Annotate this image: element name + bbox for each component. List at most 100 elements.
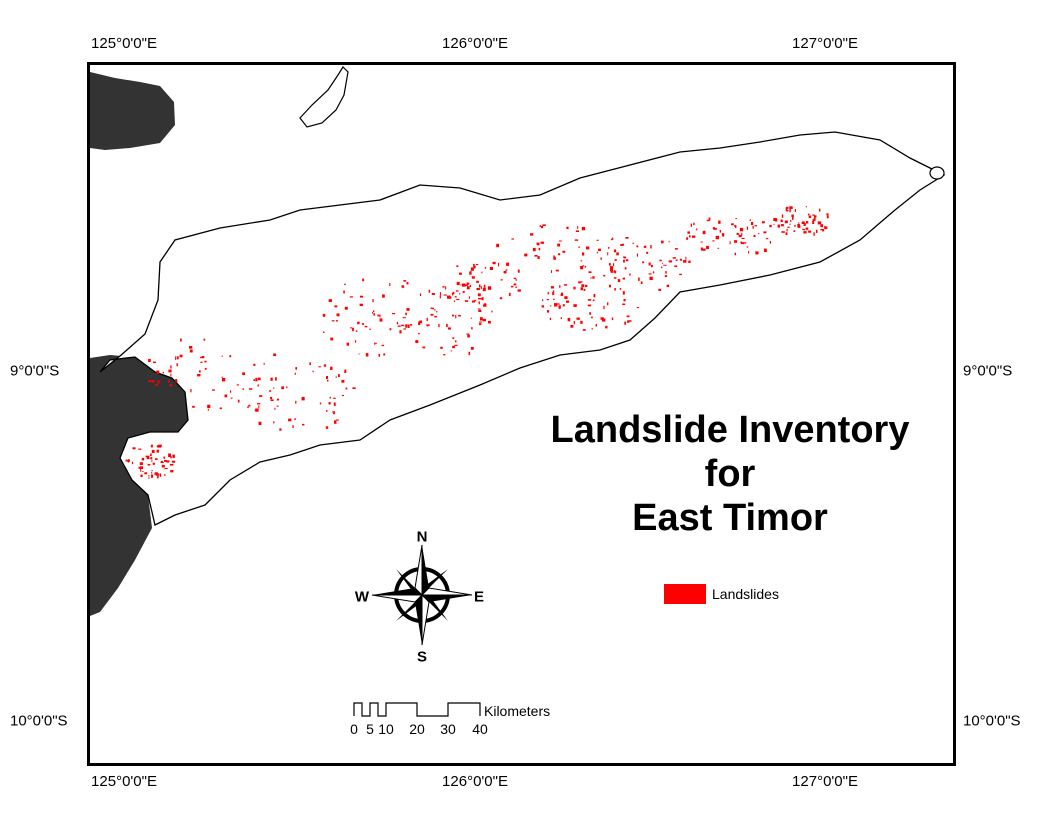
landslide-speck xyxy=(622,291,625,295)
landslide-speck xyxy=(661,266,663,269)
landslide-speck xyxy=(372,299,374,303)
landslide-speck xyxy=(721,233,725,237)
landslide-speck xyxy=(539,225,541,227)
landslide-speck xyxy=(473,263,475,266)
landslide-speck xyxy=(322,313,326,317)
landslide-speck xyxy=(200,361,203,363)
bottom-longitude-label: 125°0'0"E xyxy=(91,773,157,790)
landslide-speck xyxy=(729,241,731,245)
landslide-speck xyxy=(169,384,173,387)
landslide-speck xyxy=(230,397,233,399)
landslide-speck xyxy=(443,294,447,296)
landslide-speck xyxy=(422,346,426,349)
landslide-speck xyxy=(474,299,477,302)
landslide-speck xyxy=(333,397,336,399)
landslide-speck xyxy=(288,418,292,422)
landslide-speck xyxy=(273,421,275,424)
landslide-speck xyxy=(738,234,742,238)
landslide-speck xyxy=(258,378,261,380)
landslide-speck xyxy=(350,327,353,329)
landslide-speck xyxy=(446,323,448,328)
landslide-speck xyxy=(462,283,466,287)
landslide-speck xyxy=(212,389,215,391)
landslide-speck xyxy=(605,325,608,329)
landslide-speck xyxy=(580,287,583,291)
landslide-speck xyxy=(180,338,182,342)
landslide-speck xyxy=(354,340,357,343)
landslide-speck xyxy=(741,237,745,239)
landslide-speck xyxy=(436,311,438,313)
landslide-speck xyxy=(459,272,462,275)
landslide-speck xyxy=(407,324,410,328)
landslide-speck xyxy=(492,261,496,265)
landslide-speck xyxy=(690,223,692,227)
landslide-speck xyxy=(650,245,652,249)
landslide-speck xyxy=(466,333,470,335)
landslide-speck xyxy=(737,233,740,235)
landslide-speck xyxy=(341,379,345,383)
landslide-speck xyxy=(275,377,277,381)
landslide-speck xyxy=(160,460,163,463)
landslide-speck xyxy=(146,455,150,460)
landslide-speck xyxy=(382,294,385,298)
landslide-speck xyxy=(276,398,280,401)
landslide-speck xyxy=(364,325,368,328)
landslide-speck xyxy=(445,286,447,290)
landslide-speck xyxy=(666,284,669,287)
landslide-speck xyxy=(434,315,437,318)
landslide-speck xyxy=(662,262,664,264)
landslide-speck xyxy=(550,286,554,289)
landslide-speck xyxy=(489,266,493,270)
landslide-speck xyxy=(508,292,511,297)
landslide-speck xyxy=(349,296,353,298)
landslide-speck xyxy=(365,353,369,357)
landslide-speck xyxy=(808,215,812,218)
landslide-speck xyxy=(580,266,584,270)
landslide-speck xyxy=(466,286,470,290)
landslide-speck xyxy=(731,223,734,226)
landslide-speck xyxy=(808,230,812,233)
landslide-speck xyxy=(131,461,134,465)
landslide-speck xyxy=(323,331,325,333)
landslide-speck xyxy=(692,235,696,238)
landslide-speck xyxy=(626,315,630,318)
landslide-speck xyxy=(448,327,451,330)
landslide-speck xyxy=(596,251,599,254)
landslide-speck xyxy=(749,219,751,221)
landslide-speck xyxy=(168,369,172,373)
landslide-speck xyxy=(357,321,360,325)
landslide-speck xyxy=(685,256,687,260)
landslide-speck xyxy=(744,242,747,244)
scale-tick-label: 10 xyxy=(378,721,394,737)
landslide-speck xyxy=(762,221,765,224)
landslide-speck xyxy=(332,411,336,413)
landslide-speck xyxy=(319,402,322,405)
landslide-speck xyxy=(190,389,192,393)
landslide-speck xyxy=(281,386,284,390)
landslide-speck xyxy=(125,459,127,462)
landslide-speck xyxy=(346,342,349,346)
landslide-speck xyxy=(652,271,655,274)
landslide-speck xyxy=(734,240,738,243)
landslide-speck xyxy=(440,346,443,349)
landslide-speck xyxy=(628,320,632,322)
landslide-speck xyxy=(614,288,616,291)
landslide-speck xyxy=(805,206,807,208)
scale-tick-label: 5 xyxy=(366,721,374,737)
landslide-speck xyxy=(383,353,386,356)
landslide-speck xyxy=(813,232,815,236)
landslide-speck xyxy=(151,472,153,474)
landslide-speck xyxy=(505,269,508,271)
landslide-speck xyxy=(646,251,649,254)
landslide-speck xyxy=(192,405,195,408)
landslide-speck xyxy=(623,299,626,302)
landslide-speck xyxy=(801,221,805,224)
landslide-speck xyxy=(362,278,365,282)
landslide-speck xyxy=(373,313,375,316)
landslide-speck xyxy=(433,309,436,311)
landslide-speck xyxy=(573,286,576,290)
landslide-speck xyxy=(580,260,583,262)
landslide-speck xyxy=(557,243,561,247)
landslide-speck xyxy=(150,453,152,456)
landslide-speck xyxy=(462,291,465,293)
